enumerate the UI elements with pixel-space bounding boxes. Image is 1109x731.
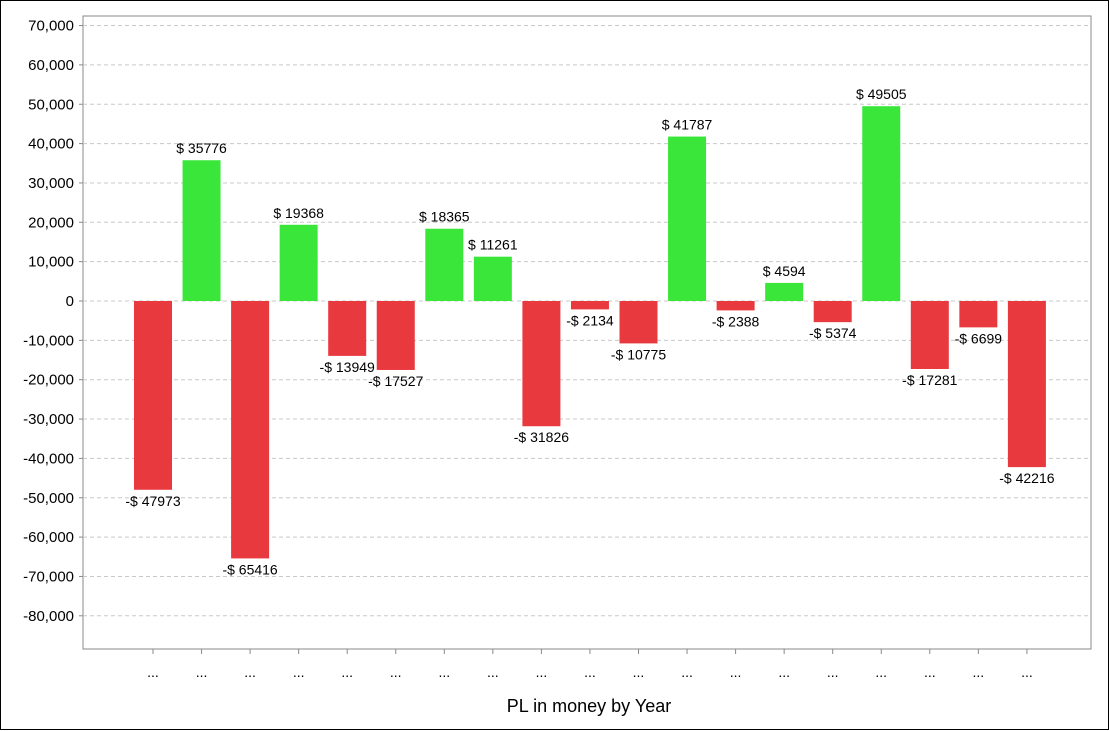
y-tick-label: -10,000 bbox=[23, 332, 74, 349]
y-tick-label: 30,000 bbox=[28, 175, 74, 192]
x-tick-label: ... bbox=[487, 664, 499, 680]
data-label: $ 4594 bbox=[763, 263, 806, 279]
data-label: -$ 2134 bbox=[566, 312, 614, 328]
bar-series bbox=[134, 106, 1046, 559]
data-label: -$ 17281 bbox=[902, 372, 957, 388]
x-tick-label: ... bbox=[681, 664, 693, 680]
x-tick-label: ... bbox=[147, 664, 159, 680]
bar bbox=[328, 301, 367, 356]
x-tick-label: ... bbox=[924, 664, 936, 680]
x-tick-label: ... bbox=[1021, 664, 1033, 680]
data-label: $ 19368 bbox=[273, 205, 324, 221]
x-tick-label: ... bbox=[293, 664, 305, 680]
bar bbox=[522, 301, 561, 427]
data-label: -$ 2388 bbox=[712, 313, 760, 329]
bar bbox=[425, 228, 464, 301]
y-tick-label: -40,000 bbox=[23, 450, 74, 467]
x-tick-label: ... bbox=[730, 664, 742, 680]
data-labels: -$ 47973$ 35776-$ 65416$ 19368-$ 13949-$… bbox=[125, 86, 1054, 577]
data-label: -$ 5374 bbox=[809, 325, 857, 341]
x-tick-label: ... bbox=[973, 664, 985, 680]
data-label: $ 18365 bbox=[419, 209, 470, 225]
data-label: -$ 13949 bbox=[320, 359, 375, 375]
x-tick-label: ... bbox=[778, 664, 790, 680]
y-tick-label: 10,000 bbox=[28, 254, 74, 271]
x-tick-label: ... bbox=[875, 664, 887, 680]
x-tick-label: ... bbox=[196, 664, 208, 680]
y-tick-label: 40,000 bbox=[28, 136, 74, 153]
data-label: -$ 17527 bbox=[368, 373, 423, 389]
data-label: $ 11261 bbox=[468, 237, 518, 253]
bar bbox=[570, 301, 609, 310]
bar bbox=[134, 301, 172, 490]
bar bbox=[813, 301, 852, 323]
data-label: -$ 31826 bbox=[514, 429, 569, 445]
y-tick-label: 50,000 bbox=[28, 96, 74, 113]
y-tick-label: -30,000 bbox=[23, 411, 74, 428]
bar bbox=[231, 301, 270, 559]
data-label: $ 41787 bbox=[662, 117, 713, 133]
bar bbox=[910, 301, 949, 370]
data-label: -$ 10775 bbox=[611, 346, 666, 362]
bar bbox=[959, 301, 998, 328]
x-tick-label: ... bbox=[438, 664, 450, 680]
x-axis: ........................................… bbox=[147, 649, 1033, 680]
bar bbox=[182, 160, 221, 301]
y-tick-label: -70,000 bbox=[23, 568, 74, 585]
y-tick-label: -50,000 bbox=[23, 490, 74, 507]
bar bbox=[619, 301, 658, 344]
y-tick-label: -20,000 bbox=[23, 372, 74, 389]
bar bbox=[473, 256, 512, 301]
y-tick-label: 20,000 bbox=[28, 214, 74, 231]
bar bbox=[862, 106, 901, 302]
data-label: -$ 65416 bbox=[222, 561, 277, 577]
y-tick-label: 70,000 bbox=[28, 18, 74, 35]
x-tick-label: ... bbox=[244, 664, 256, 680]
bar bbox=[1007, 301, 1046, 468]
bar bbox=[716, 301, 755, 311]
data-label: -$ 6699 bbox=[955, 330, 1003, 346]
bar bbox=[376, 301, 415, 370]
x-tick-label: ... bbox=[536, 664, 548, 680]
x-tick-label: ... bbox=[584, 664, 596, 680]
x-tick-label: ... bbox=[827, 664, 839, 680]
y-axis: 70,000 60,000 50,000 40,000 30,000 20,000 10,0… bbox=[23, 18, 83, 625]
data-label: -$ 42216 bbox=[999, 470, 1054, 486]
data-label: -$ 47973 bbox=[125, 493, 180, 509]
bar bbox=[765, 282, 804, 301]
bar bbox=[668, 136, 707, 301]
x-tick-label: ... bbox=[341, 664, 353, 680]
plot-area bbox=[82, 15, 1092, 650]
x-tick-label: ... bbox=[633, 664, 645, 680]
y-tick-label: -80,000 bbox=[23, 608, 74, 625]
y-tick-label: 60,000 bbox=[28, 57, 74, 74]
x-axis-title: PL in money by Year bbox=[507, 696, 671, 716]
y-tick-label: 0 bbox=[66, 293, 74, 310]
x-tick-label: ... bbox=[390, 664, 402, 680]
data-label: $ 35776 bbox=[176, 140, 227, 156]
y-tick-label: -60,000 bbox=[23, 529, 74, 546]
bar bbox=[279, 224, 318, 301]
data-label: $ 49505 bbox=[856, 86, 907, 102]
